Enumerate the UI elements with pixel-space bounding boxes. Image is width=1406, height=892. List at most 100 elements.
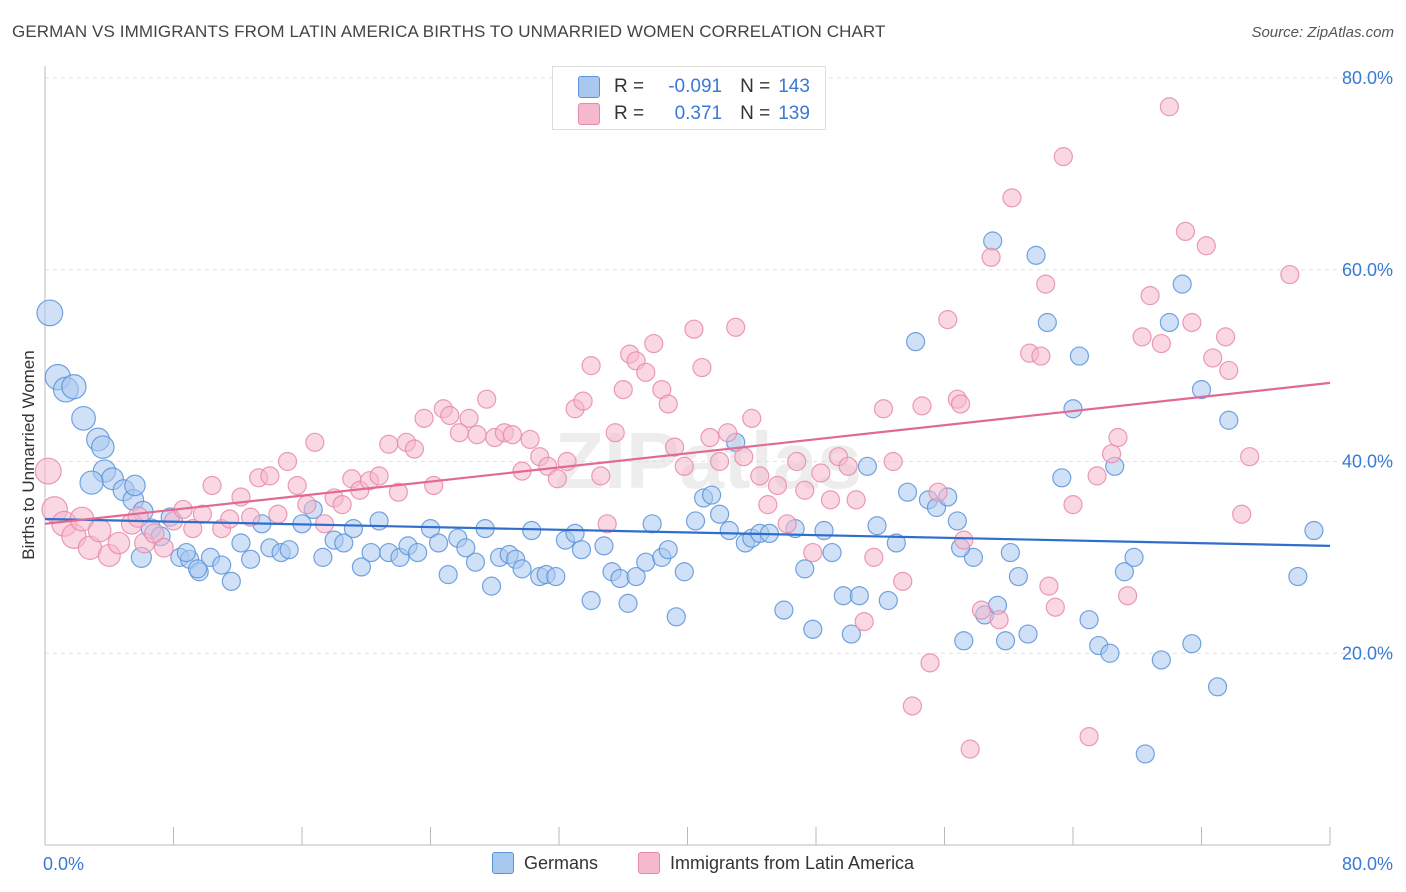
data-point xyxy=(674,562,694,582)
data-point xyxy=(947,511,967,531)
data-point xyxy=(750,466,770,486)
data-point xyxy=(981,247,1001,267)
data-point xyxy=(127,506,149,528)
data-point xyxy=(260,466,280,486)
data-point xyxy=(989,610,1009,630)
data-point xyxy=(626,566,646,587)
data-point xyxy=(1069,346,1090,366)
data-point xyxy=(684,319,704,339)
data-point xyxy=(597,514,617,534)
n-value: 143 xyxy=(778,76,810,97)
data-point xyxy=(893,571,913,591)
data-point xyxy=(34,457,62,485)
data-point xyxy=(685,511,706,531)
data-point xyxy=(902,696,922,716)
data-point xyxy=(820,490,841,510)
data-point xyxy=(1118,586,1138,606)
data-point xyxy=(520,429,540,450)
data-point xyxy=(87,518,112,543)
latin-america-swatch xyxy=(578,103,600,125)
data-point xyxy=(734,447,754,467)
data-point xyxy=(279,540,299,560)
data-point xyxy=(795,559,815,579)
data-point xyxy=(424,475,444,496)
data-point xyxy=(613,379,633,400)
data-point xyxy=(905,332,926,352)
data-point xyxy=(153,537,174,558)
data-point xyxy=(1087,466,1107,486)
data-point xyxy=(573,391,593,411)
data-point xyxy=(674,456,694,476)
data-point xyxy=(883,451,903,472)
data-point xyxy=(642,514,662,534)
data-point xyxy=(1172,274,1192,294)
data-point xyxy=(144,523,165,544)
data-point xyxy=(822,542,842,563)
data-point xyxy=(1288,566,1308,587)
data-point xyxy=(305,432,325,452)
data-point xyxy=(719,520,739,541)
data-point xyxy=(1215,327,1236,347)
data-point xyxy=(467,425,487,445)
data-points xyxy=(34,97,1324,764)
data-point xyxy=(297,495,317,515)
data-point xyxy=(838,456,858,476)
data-point xyxy=(1182,312,1202,333)
data-point xyxy=(1018,624,1038,644)
chart-title: GERMAN VS IMMIGRANTS FROM LATIN AMERICA … xyxy=(12,22,886,41)
data-point xyxy=(833,586,853,606)
data-point xyxy=(1108,427,1128,448)
legend-label-germans: Germans xyxy=(524,852,599,873)
data-point xyxy=(212,555,232,575)
data-point xyxy=(241,507,261,527)
data-point xyxy=(547,469,567,489)
data-point xyxy=(841,624,861,644)
data-point xyxy=(176,542,196,563)
data-point xyxy=(960,739,980,759)
data-point xyxy=(220,509,240,529)
data-point xyxy=(1219,410,1239,430)
data-point xyxy=(658,394,678,414)
data-point xyxy=(1304,520,1324,541)
data-point xyxy=(886,533,906,553)
data-point xyxy=(758,495,778,515)
data-point xyxy=(1063,495,1083,515)
y-tick-label: 60.0% xyxy=(1342,260,1393,280)
data-point xyxy=(854,612,874,632)
source-label: Source: ZipAtlas.com xyxy=(1251,24,1394,41)
data-point xyxy=(928,482,948,502)
data-point xyxy=(440,405,460,426)
data-point xyxy=(313,547,333,567)
data-point xyxy=(1135,744,1155,764)
data-point xyxy=(726,317,746,337)
data-point xyxy=(221,571,241,591)
data-point xyxy=(658,540,678,560)
data-point xyxy=(767,475,788,496)
y-tick-label: 80.0% xyxy=(1342,68,1393,88)
legend-item-latin-america[interactable]: Immigrants from Latin America xyxy=(638,852,914,874)
tick-labels: 20.0% 40.0% 60.0% 80.0% 0.0% 80.0% xyxy=(43,68,1393,874)
data-point xyxy=(581,356,601,376)
data-point xyxy=(718,423,738,443)
data-point xyxy=(897,482,918,502)
legend-label-latin-america: Immigrants from Latin America xyxy=(670,852,915,873)
data-point xyxy=(644,333,664,354)
trend-line-germans xyxy=(44,517,1331,547)
legend-item-germans[interactable]: Germans xyxy=(492,852,598,874)
r-value: 0.371 xyxy=(674,103,723,124)
data-point xyxy=(481,576,502,596)
data-point xyxy=(1151,333,1171,354)
data-point xyxy=(277,451,298,472)
legend-swatch-latin-america xyxy=(638,852,660,874)
data-point xyxy=(636,362,656,382)
data-point xyxy=(1026,245,1046,265)
data-point xyxy=(369,511,389,531)
data-point xyxy=(1002,188,1022,208)
data-point xyxy=(351,557,372,577)
data-point xyxy=(1159,312,1179,333)
data-point xyxy=(512,559,532,579)
data-point xyxy=(438,565,458,585)
data-point xyxy=(867,516,887,536)
n-label: N = xyxy=(740,76,771,97)
data-point xyxy=(710,504,730,524)
